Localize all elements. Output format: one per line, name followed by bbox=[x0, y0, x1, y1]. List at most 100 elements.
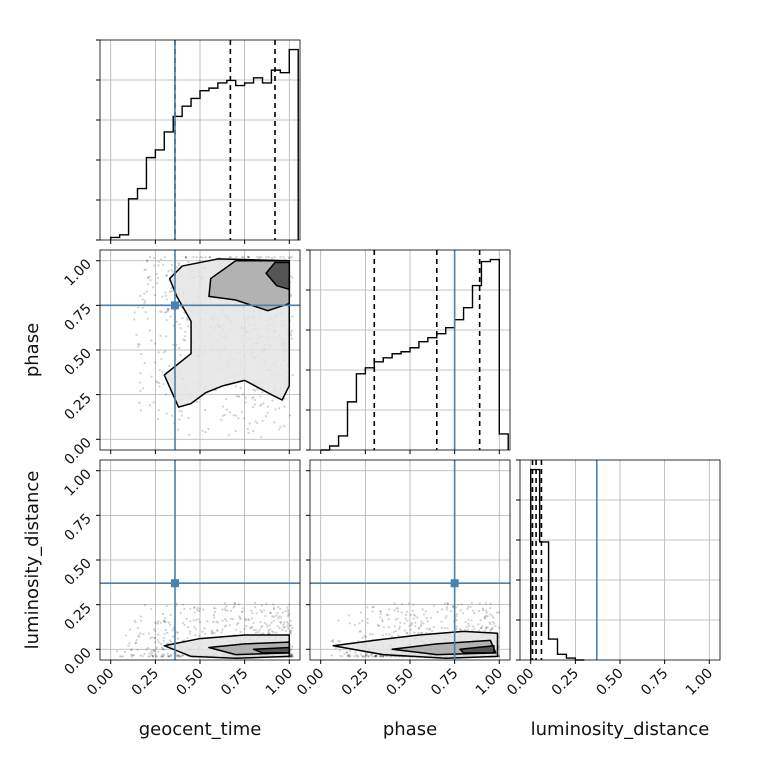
scatter-point bbox=[485, 614, 488, 617]
scatter-point bbox=[254, 389, 257, 392]
scatter-point bbox=[157, 351, 160, 354]
scatter-point bbox=[249, 626, 252, 630]
scatter-point bbox=[282, 256, 285, 259]
scatter-point bbox=[365, 653, 368, 656]
scatter-point bbox=[136, 343, 140, 346]
scatter-point bbox=[252, 388, 255, 391]
scatter-point bbox=[138, 401, 141, 404]
scatter-point bbox=[479, 627, 483, 630]
scatter-point bbox=[366, 606, 369, 609]
scatter-point bbox=[166, 307, 169, 311]
x-axis-label: geocent_time bbox=[139, 719, 262, 740]
scatter-point bbox=[170, 287, 173, 290]
scatter-point bbox=[371, 606, 374, 609]
scatter-point bbox=[229, 256, 232, 259]
scatter-point bbox=[451, 605, 454, 608]
scatter-point bbox=[259, 620, 262, 624]
x-tick-label: 0.50 bbox=[383, 666, 416, 699]
scatter-point bbox=[239, 386, 242, 390]
histogram-step bbox=[320, 258, 509, 451]
scatter-point bbox=[470, 619, 473, 622]
scatter-point bbox=[162, 382, 165, 386]
scatter-point bbox=[179, 353, 182, 357]
scatter-point bbox=[156, 276, 160, 279]
scatter-point bbox=[283, 626, 286, 629]
scatter-point bbox=[381, 634, 384, 637]
scatter-point bbox=[193, 611, 196, 614]
scatter-point bbox=[252, 621, 255, 625]
axes-frame bbox=[519, 459, 721, 661]
scatter-point bbox=[411, 609, 415, 612]
scatter-point bbox=[150, 650, 153, 653]
scatter-point bbox=[278, 626, 281, 629]
x-tick-label: 0.00 bbox=[294, 666, 327, 699]
scatter-point bbox=[281, 611, 285, 614]
scatter-point bbox=[289, 295, 292, 298]
y-tick-label: 0.75 bbox=[61, 301, 94, 334]
scatter-point bbox=[254, 606, 257, 609]
scatter-point bbox=[379, 655, 382, 658]
scatter-point bbox=[412, 613, 415, 616]
scatter-point bbox=[176, 631, 179, 634]
scatter-point bbox=[477, 629, 481, 632]
scatter-point bbox=[145, 259, 149, 262]
scatter-point bbox=[477, 609, 481, 613]
scatter-point bbox=[267, 630, 270, 634]
scatter-point bbox=[211, 632, 214, 636]
scatter-point bbox=[361, 619, 364, 622]
scatter-point bbox=[171, 414, 174, 417]
scatter-point bbox=[154, 621, 157, 624]
scatter-point bbox=[287, 615, 290, 618]
scatter-point bbox=[266, 405, 270, 408]
scatter-point bbox=[128, 628, 132, 631]
scatter-point bbox=[239, 618, 242, 621]
scatter-point bbox=[235, 623, 238, 626]
scatter-point bbox=[142, 632, 145, 636]
scatter-point bbox=[121, 655, 124, 658]
x-tick-label: 1.00 bbox=[473, 666, 506, 699]
scatter-point bbox=[269, 611, 272, 615]
scatter-point bbox=[165, 318, 168, 322]
scatter-point bbox=[387, 618, 390, 621]
scatter-point bbox=[274, 408, 277, 411]
scatter-point bbox=[483, 615, 487, 618]
scatter-point bbox=[143, 652, 146, 656]
y-tick-label: 0.50 bbox=[61, 346, 94, 379]
scatter-point bbox=[159, 621, 162, 624]
scatter-point bbox=[224, 618, 227, 621]
scatter-point bbox=[279, 621, 282, 624]
scatter-point bbox=[232, 606, 235, 609]
scatter-point bbox=[155, 622, 158, 625]
scatter-point bbox=[177, 346, 181, 350]
scatter-point bbox=[281, 628, 284, 631]
scatter-point bbox=[213, 610, 216, 614]
scatter-point bbox=[155, 272, 158, 276]
scatter-point bbox=[179, 611, 182, 615]
scatter-point bbox=[287, 613, 290, 617]
scatter-point bbox=[486, 626, 489, 629]
scatter-point bbox=[398, 625, 402, 629]
scatter-point bbox=[459, 627, 462, 630]
scatter-point bbox=[287, 608, 290, 612]
scatter-point bbox=[241, 256, 244, 259]
scatter-point bbox=[241, 607, 244, 610]
scatter-point bbox=[481, 625, 484, 628]
scatter-point bbox=[168, 655, 171, 658]
scatter-point bbox=[154, 641, 157, 644]
scatter-point bbox=[160, 655, 163, 658]
scatter-point bbox=[139, 389, 142, 392]
histogram-step bbox=[110, 48, 299, 240]
contour-core bbox=[265, 261, 291, 291]
scatter-point bbox=[352, 655, 356, 658]
scatter-point bbox=[288, 632, 292, 635]
scatter-point bbox=[273, 421, 276, 424]
scatter-point bbox=[260, 435, 263, 439]
scatter-point bbox=[229, 609, 233, 613]
scatter-point bbox=[145, 290, 148, 293]
x-tick-label: 0.00 bbox=[504, 666, 537, 699]
scatter-point bbox=[472, 611, 476, 615]
scatter-point bbox=[155, 646, 158, 649]
scatter-point bbox=[483, 617, 487, 620]
scatter-point bbox=[153, 636, 156, 640]
scatter-point bbox=[379, 654, 383, 658]
